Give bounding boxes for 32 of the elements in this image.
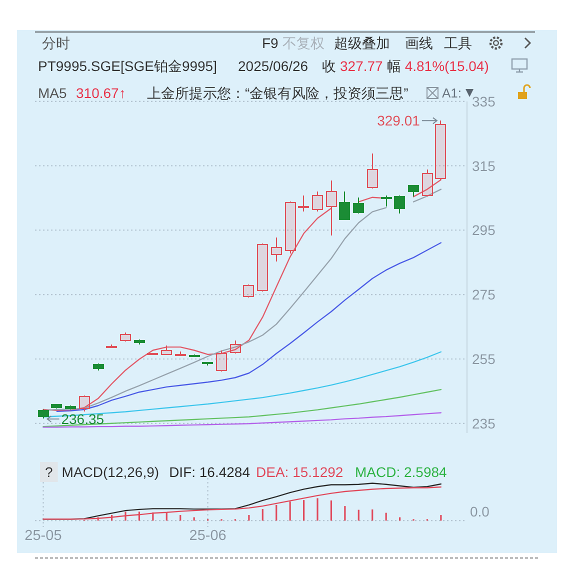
annotation: 收 bbox=[322, 58, 336, 74]
annotation: 画线 bbox=[405, 35, 433, 51]
tick-label: 255 bbox=[472, 350, 496, 367]
annotation: 4.81%(15.04) bbox=[404, 58, 489, 74]
annotation: A1: bbox=[442, 86, 462, 100]
title: PT9995.SGE[SGE铂金9995] bbox=[38, 58, 217, 74]
tick-label: 275 bbox=[472, 286, 496, 303]
annotation: 工具 bbox=[444, 35, 472, 51]
annotation: 分时 bbox=[42, 35, 70, 51]
legend: MA5 bbox=[38, 85, 67, 101]
annotation: 超级叠加 bbox=[334, 35, 390, 51]
annotation: MACD: 2.5984 bbox=[355, 464, 447, 480]
annotation: 0.0 bbox=[470, 504, 490, 520]
legend: DEA: 15.1292 bbox=[256, 464, 344, 480]
tick-label: 335 bbox=[472, 93, 496, 110]
annotation: 310.67↑ bbox=[76, 85, 126, 101]
annotation: 327.77 bbox=[340, 58, 383, 74]
title: MACD(12,26,9) bbox=[62, 464, 160, 480]
annotation: ? bbox=[45, 464, 53, 480]
annotation: 329.01 bbox=[377, 112, 420, 129]
tick-label: 235 bbox=[472, 415, 496, 432]
legend: DIF: 16.4284 bbox=[169, 464, 250, 480]
tick-label: 25-06 bbox=[189, 528, 226, 544]
annotation: 幅 bbox=[386, 58, 401, 74]
annotation: 不复权 bbox=[282, 35, 324, 51]
annotation: 2025/06/26 bbox=[238, 58, 308, 74]
annotation: 上金所提示您：“金银有风险，投资须三思” bbox=[147, 85, 408, 101]
tick-label: 315 bbox=[472, 158, 496, 174]
tick-label: 295 bbox=[472, 222, 496, 238]
tick-label: 25-05 bbox=[24, 528, 62, 544]
annotation: 236.35 bbox=[61, 411, 104, 427]
annotation: F9 bbox=[262, 35, 278, 51]
